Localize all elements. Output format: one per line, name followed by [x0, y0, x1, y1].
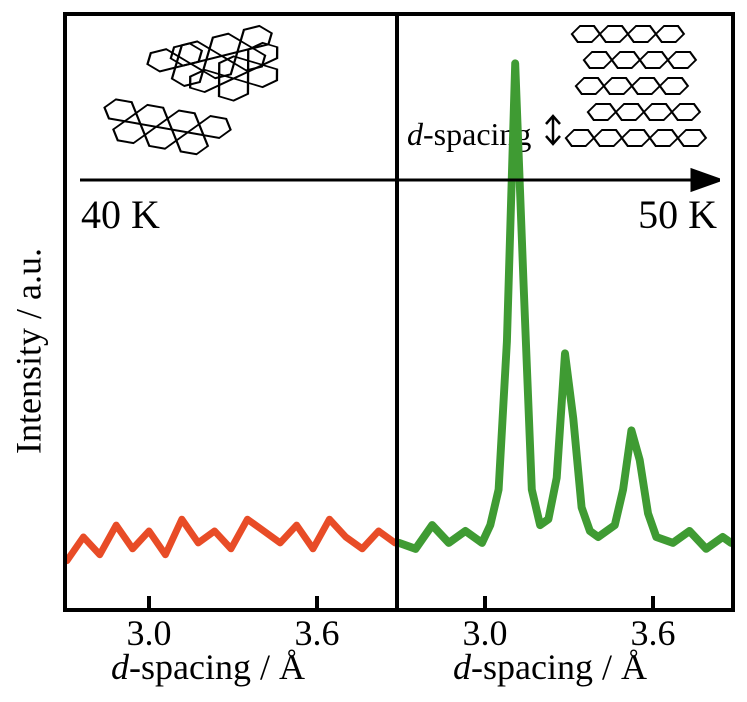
- x-ticks: 3.0 3.6 3.0 3.6: [63, 612, 735, 642]
- transition-arrow-icon: [80, 165, 720, 195]
- panel-40K: 40 K: [63, 12, 399, 612]
- y-axis-label: Intensity / a.u.: [8, 248, 50, 454]
- plot-area: 40 K: [63, 12, 735, 612]
- trace-40K: [67, 16, 395, 608]
- trace-50K: [399, 16, 731, 608]
- x-label-left: d-spacing / Å: [111, 646, 305, 688]
- figure-root: Intensity / a.u.: [0, 0, 747, 702]
- x-axis-labels: d-spacing / Å d-spacing / Å: [63, 646, 735, 690]
- x-label-right: d-spacing / Å: [453, 646, 647, 688]
- panel-50K: d-spacing 50 K: [399, 12, 735, 612]
